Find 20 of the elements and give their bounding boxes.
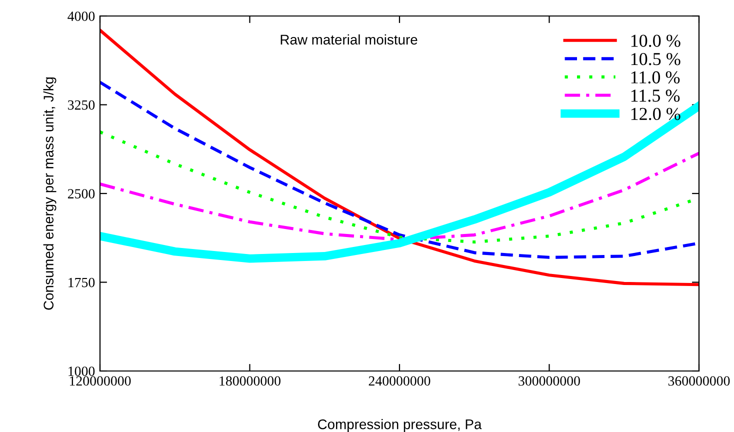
x-axis-title: Compression pressure, Pa <box>318 419 482 432</box>
x-tick-label: 360000000 <box>668 376 730 386</box>
line-series <box>100 152 699 242</box>
x-tick-label: 240000000 <box>368 376 430 386</box>
y-tick-label: 2500 <box>68 189 95 198</box>
y-axis-title: Consumed energy per mass unit, J/kg <box>43 77 56 310</box>
x-tick-label: 180000000 <box>220 376 280 386</box>
legend-title: Raw material moisture <box>280 34 418 45</box>
y-tick-label: 3250 <box>68 100 95 110</box>
legend-label: 10.5 % <box>631 52 680 66</box>
line-series <box>100 28 699 286</box>
legend-label: 12.0 % <box>631 108 680 120</box>
x-tick-label: 300000000 <box>518 376 580 386</box>
y-tick-label: 4000 <box>68 12 95 21</box>
legend-label: 10.0 % <box>631 34 680 47</box>
legend-label: 11.5 % <box>631 90 680 102</box>
y-tick-label: 1750 <box>68 278 95 288</box>
x-tick-label: 120000000 <box>70 376 131 386</box>
legend-label: 11.0 % <box>631 71 680 84</box>
y-tick-label: 1000 <box>68 366 95 376</box>
